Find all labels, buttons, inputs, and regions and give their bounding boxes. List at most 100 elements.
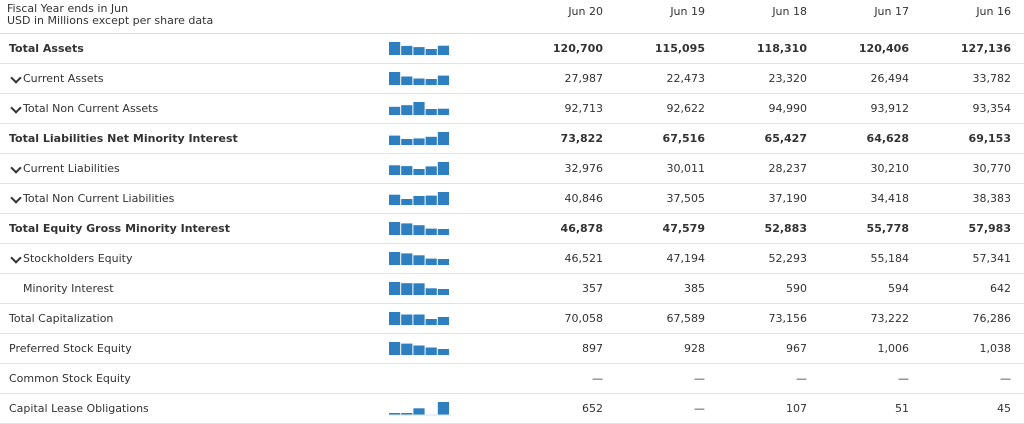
trend-bar [413, 225, 425, 235]
trend-sparkline [389, 282, 449, 295]
chevron-down-icon[interactable] [10, 102, 22, 114]
row-label: Total Capitalization [9, 312, 114, 325]
value-cell: 40,846 [564, 192, 604, 205]
table-row-total-non-current-liabilities[interactable]: Total Non Current Liabilities 40,846 37,50… [0, 184, 1024, 214]
units-line: USD in Millions except per share data [7, 14, 214, 27]
trend-bar [389, 413, 401, 415]
value-cell: 357 [582, 282, 603, 295]
value-cell: 55,778 [866, 222, 909, 235]
trend-bar [425, 79, 437, 85]
trend-bar [413, 138, 425, 145]
table-header: Fiscal Year ends in Jun USD in Millions … [0, 0, 1024, 34]
trend-bar [401, 139, 413, 145]
value-cell: 594 [888, 282, 909, 295]
value-cell: 57,983 [968, 222, 1011, 235]
row-label: Preferred Stock Equity [9, 342, 132, 355]
value-cell: — [694, 402, 705, 415]
trend-bar [425, 319, 437, 325]
value-cell: 23,320 [768, 72, 808, 85]
table-row-current-liabilities[interactable]: Current Liabilities 32,976 30,011 28,237 30,… [0, 154, 1024, 184]
value-cell: 93,912 [870, 102, 910, 115]
table-body: Total Assets 120,700 115,095 118,310 120,406… [0, 34, 1024, 424]
table-row-current-assets[interactable]: Current Assets 27,987 22,473 23,320 26,494 33… [0, 64, 1024, 94]
table-row-total-equity-gross-minority-interest: Total Equity Gross Minority Interest 46,8… [0, 214, 1024, 244]
value-cell: 70,058 [564, 312, 604, 325]
trend-bar [401, 223, 413, 235]
trend-sparkline [389, 192, 449, 205]
row-label[interactable]: Current Assets [23, 72, 104, 85]
value-cell: 27,987 [564, 72, 604, 85]
fiscal-year-line: Fiscal Year ends in Jun [7, 2, 129, 15]
trend-bar [425, 136, 437, 145]
trend-bar [425, 195, 437, 205]
trend-bar [389, 252, 401, 265]
table-row-total-capitalization: Total Capitalization 70,058 67,589 73,156 73… [0, 304, 1024, 334]
row-label: Common Stock Equity [9, 372, 131, 385]
trend-sparkline [389, 402, 451, 416]
row-label[interactable]: Total Non Current Assets [23, 102, 159, 115]
trend-bar [437, 317, 449, 325]
value-cell: 32,976 [564, 162, 604, 175]
value-cell: 92,622 [666, 102, 706, 115]
value-cell: 73,822 [560, 132, 603, 145]
chevron-down-icon[interactable] [10, 252, 22, 264]
trend-bar [389, 312, 401, 325]
value-cell: 127,136 [960, 42, 1011, 55]
trend-sparkline [389, 222, 449, 235]
value-cell: 92,713 [564, 102, 604, 115]
fiscal-year-note: Fiscal Year ends in Jun USD in Millions … [7, 3, 213, 27]
value-cell: 67,516 [662, 132, 705, 145]
trend-bar [437, 229, 449, 235]
value-cell: 65,427 [764, 132, 807, 145]
row-label[interactable]: Stockholders Equity [23, 252, 133, 265]
table-row-total-non-current-assets[interactable]: Total Non Current Assets 92,713 92,622 94,9… [0, 94, 1024, 124]
trend-bar [437, 162, 449, 175]
chevron-down-icon[interactable] [10, 192, 22, 204]
trend-bar [413, 47, 425, 55]
value-cell: 28,237 [768, 162, 808, 175]
trend-bar [437, 289, 449, 295]
value-cell: 1,038 [979, 342, 1012, 355]
trend-bar [437, 75, 449, 85]
chevron-down-icon[interactable] [10, 72, 22, 84]
value-cell: 69,153 [968, 132, 1011, 145]
value-cell: — [898, 372, 909, 385]
chevron-down-icon[interactable] [10, 162, 22, 174]
trend-bar [413, 408, 425, 415]
trend-bar [425, 228, 437, 235]
row-label: Minority Interest [23, 282, 114, 295]
row-label[interactable]: Current Liabilities [23, 162, 120, 175]
trend-bar [401, 45, 413, 55]
trend-sparkline [389, 132, 449, 145]
trend-bar [401, 253, 413, 265]
value-cell: 118,310 [756, 42, 807, 55]
trend-bar [401, 283, 413, 295]
trend-bar [389, 42, 401, 55]
row-label: Total Assets [9, 42, 84, 55]
value-cell: 67,589 [666, 312, 706, 325]
value-cell: 73,156 [768, 312, 808, 325]
value-cell: 107 [786, 402, 807, 415]
trend-bar [437, 349, 449, 355]
trend-bar [413, 78, 425, 85]
trend-bar [389, 165, 401, 175]
trend-bar [401, 314, 413, 325]
table-row-stockholders-equity[interactable]: Stockholders Equity 46,521 47,194 52,293 55,… [0, 244, 1024, 274]
value-cell: 64,628 [866, 132, 909, 145]
trend-sparkline [389, 312, 449, 325]
trend-bar [401, 343, 413, 355]
trend-bar [413, 314, 425, 325]
value-cell: 1,006 [877, 342, 910, 355]
column-header-jun-19: Jun 19 [670, 5, 705, 18]
value-cell: — [592, 372, 603, 385]
trend-bar [401, 199, 413, 205]
trend-bar [425, 258, 437, 265]
row-label: Capital Lease Obligations [9, 402, 149, 415]
trend-bar [425, 166, 437, 175]
trend-bar [413, 102, 425, 115]
trend-bar [401, 166, 413, 175]
value-cell: 928 [684, 342, 705, 355]
row-label[interactable]: Total Non Current Liabilities [23, 192, 175, 205]
trend-bar [437, 259, 449, 265]
